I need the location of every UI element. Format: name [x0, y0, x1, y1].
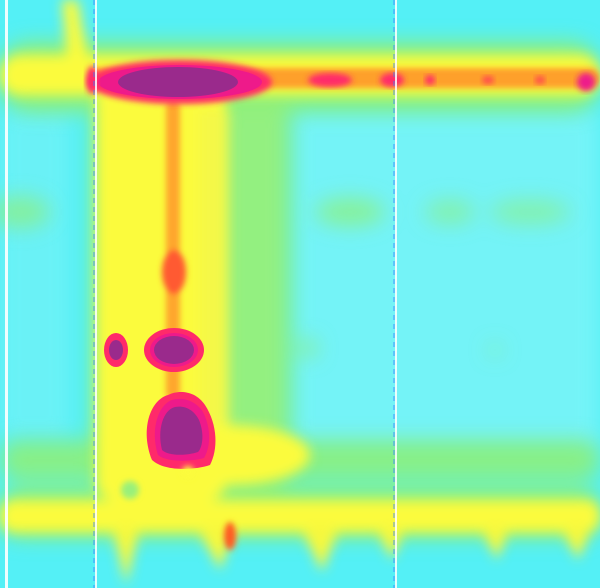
light-cyan-regions	[0, 110, 600, 450]
cool-spots	[121, 466, 194, 499]
hotspots	[86, 60, 595, 469]
white-marker-lines	[5, 0, 397, 588]
dashed-markers	[93, 0, 395, 588]
